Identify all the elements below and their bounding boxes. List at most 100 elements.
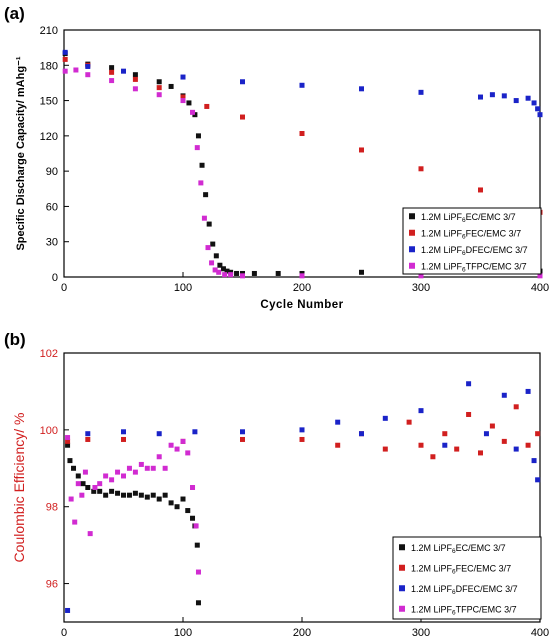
data-point	[418, 442, 424, 448]
data-point	[150, 492, 156, 498]
data-point	[190, 109, 196, 115]
legend-marker	[399, 544, 405, 551]
data-point	[180, 438, 186, 444]
data-point	[103, 492, 109, 498]
data-point	[240, 429, 245, 435]
data-point	[168, 442, 174, 448]
legend-label: 1.2M LiPF6DFEC/EMC 3/7	[411, 584, 518, 596]
data-point	[299, 82, 305, 88]
data-point	[406, 419, 412, 425]
data-point	[190, 485, 196, 490]
data-point	[126, 492, 132, 498]
data-point	[489, 92, 495, 98]
data-point	[132, 490, 138, 496]
y-tick-label: 102	[40, 348, 58, 360]
data-point	[240, 273, 245, 279]
panel-label-b: (b)	[4, 330, 26, 349]
data-point	[82, 469, 88, 475]
data-point	[109, 65, 115, 71]
data-point	[531, 458, 537, 464]
data-point	[65, 607, 71, 613]
data-point	[525, 442, 531, 448]
data-point	[275, 270, 281, 276]
data-point	[335, 419, 341, 425]
y-tick-label: 100	[40, 425, 58, 437]
data-point	[299, 273, 305, 279]
x-tick-label: 100	[174, 282, 192, 294]
data-point	[126, 465, 132, 471]
data-point	[65, 435, 71, 441]
data-point	[185, 508, 191, 514]
series-3	[65, 435, 201, 575]
data-point	[442, 442, 448, 448]
panel-label-a: (a)	[4, 4, 25, 23]
data-point	[213, 253, 219, 259]
data-point	[121, 492, 126, 498]
y-axis-label: Coulombic Efficiency/ %	[11, 413, 27, 563]
y-tick-label: 90	[46, 166, 58, 178]
data-point	[513, 404, 519, 410]
data-point	[180, 496, 186, 502]
data-point	[91, 488, 97, 494]
data-point	[205, 245, 211, 251]
legend-label: 1.2M LiPF6FEC/EMC 3/7	[421, 228, 521, 240]
data-point	[71, 465, 77, 471]
data-point	[454, 446, 460, 452]
series-1	[65, 404, 541, 460]
data-point	[138, 492, 144, 498]
data-point	[359, 269, 364, 275]
data-point	[62, 49, 68, 55]
data-point	[204, 103, 210, 109]
data-point	[180, 74, 186, 80]
data-point	[206, 221, 212, 227]
legend-label: 1.2M LiPF6EC/EMC 3/7	[421, 212, 516, 224]
legend-marker	[399, 585, 405, 592]
data-point	[193, 523, 199, 529]
data-point	[501, 392, 507, 398]
data-point	[121, 473, 126, 479]
data-point	[418, 273, 424, 279]
legend-label: 1.2M LiPF6TFPC/EMC 3/7	[421, 261, 527, 273]
data-point	[418, 408, 424, 414]
data-point	[251, 270, 257, 276]
data-point	[382, 415, 388, 421]
data-point	[418, 89, 424, 95]
data-point	[156, 85, 162, 91]
legend-box	[402, 207, 542, 275]
data-point	[65, 438, 71, 444]
series-0	[65, 442, 201, 606]
legend: 1.2M LiPF6EC/EMC 3/7 1.2M LiPF6FEC/EMC 3/…	[402, 207, 542, 275]
y-tick-label: 30	[46, 237, 58, 249]
data-point	[382, 446, 388, 452]
data-point	[198, 180, 204, 186]
data-point	[222, 272, 228, 278]
legend-label: 1.2M LiPF6DFEC/EMC 3/7	[421, 245, 528, 257]
legend-marker	[399, 564, 405, 571]
data-point	[240, 114, 245, 120]
data-point	[483, 431, 489, 437]
data-point	[156, 496, 162, 502]
data-point	[501, 93, 507, 99]
data-point	[75, 473, 81, 479]
data-point	[150, 465, 156, 471]
data-point	[537, 273, 543, 279]
data-point	[156, 79, 162, 85]
data-point	[359, 86, 364, 92]
data-point	[174, 446, 180, 452]
data-point	[109, 69, 115, 75]
data-point	[67, 458, 73, 464]
data-point	[156, 454, 162, 460]
data-point	[138, 461, 144, 467]
data-point	[92, 485, 98, 490]
data-point	[132, 86, 138, 92]
data-point	[115, 490, 121, 496]
x-tick-label: 300	[412, 627, 430, 639]
data-point	[132, 76, 138, 82]
data-point	[442, 431, 448, 437]
y-tick-label: 210	[40, 25, 58, 37]
data-point	[162, 465, 168, 471]
x-tick-label: 400	[531, 627, 549, 639]
data-point	[535, 477, 541, 483]
